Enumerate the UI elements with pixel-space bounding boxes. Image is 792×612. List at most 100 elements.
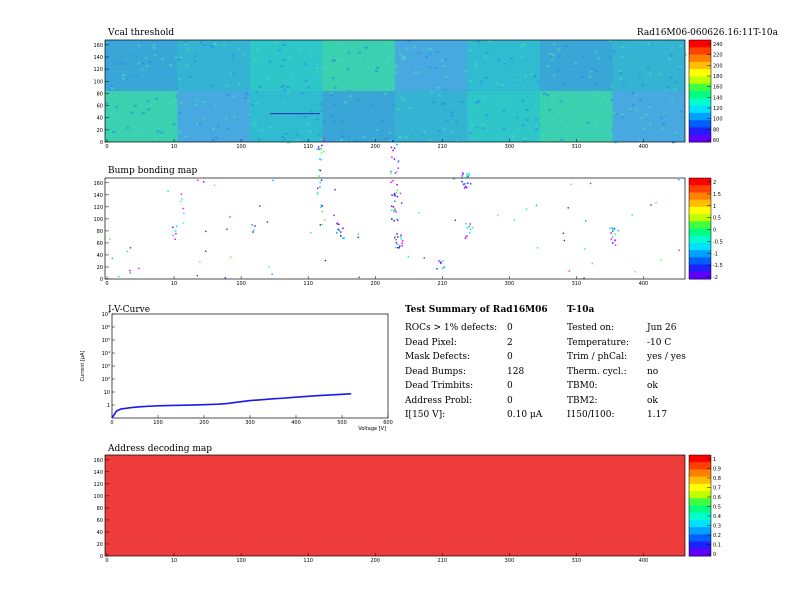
- roc-block: [540, 91, 613, 142]
- colorbar-band: [689, 483, 711, 492]
- noise-pixel: [209, 44, 213, 47]
- colorbar-band: [689, 548, 711, 557]
- summary-title-tag: T-10a: [567, 305, 595, 315]
- noise-pixel: [677, 68, 681, 71]
- colorbar-label: 1: [713, 457, 716, 463]
- bump-defect: [465, 235, 467, 238]
- noise-pixel: [662, 112, 666, 115]
- noise-pixel: [582, 98, 586, 101]
- noise-pixel: [432, 140, 436, 143]
- bump-defect: [567, 207, 569, 209]
- bump-defect: [395, 238, 397, 241]
- noise-pixel: [188, 76, 192, 79]
- summary-right-value-5: ok: [647, 395, 658, 406]
- noise-pixel: [145, 64, 149, 67]
- noise-pixel: [303, 116, 307, 119]
- bump-defect: [466, 175, 469, 177]
- noise-pixel: [179, 56, 183, 59]
- summary-right-label-4: TBM0:: [567, 381, 598, 391]
- noise-pixel: [323, 120, 327, 123]
- noise-pixel: [330, 115, 334, 118]
- y-tick-label: 120: [93, 205, 103, 211]
- bump-defect: [469, 228, 472, 231]
- noise-pixel: [155, 97, 159, 100]
- bump-defect: [318, 148, 320, 150]
- x-tick-label: 310: [572, 281, 582, 287]
- noise-pixel: [230, 53, 234, 56]
- colorbar-band: [689, 199, 711, 208]
- bump-defect: [271, 273, 273, 275]
- noise-pixel: [670, 46, 674, 49]
- noise-pixel: [450, 111, 454, 114]
- noise-pixel: [408, 106, 412, 109]
- noise-pixel: [141, 131, 145, 134]
- colorbar-band: [689, 462, 711, 470]
- x-tick-label: 200: [370, 144, 380, 150]
- noise-pixel: [559, 100, 563, 103]
- noise-pixel: [283, 89, 287, 92]
- summary-right-value-2: yes / yes: [647, 352, 686, 362]
- bump-defect: [338, 229, 340, 232]
- noise-pixel: [612, 50, 616, 53]
- map-fill: [105, 455, 685, 556]
- noise-pixel: [564, 45, 568, 48]
- noise-pixel: [673, 81, 677, 84]
- bump-defect: [471, 226, 474, 229]
- summary-left-value-5: 0: [507, 395, 513, 406]
- bump-defect: [678, 249, 680, 251]
- noise-pixel: [315, 118, 319, 121]
- colorbar-band: [689, 221, 711, 229]
- bump-defect: [496, 214, 499, 216]
- noise-pixel: [210, 84, 214, 87]
- noise-pixel: [483, 97, 487, 100]
- noise-pixel: [153, 54, 157, 57]
- bump-defect: [400, 234, 402, 237]
- noise-pixel: [484, 76, 488, 79]
- noise-pixel: [233, 116, 237, 119]
- noise-pixel: [399, 53, 403, 56]
- bump-defect: [392, 206, 395, 208]
- bump-defect: [536, 247, 539, 249]
- noise-pixel: [340, 42, 344, 45]
- noise-pixel: [340, 121, 344, 124]
- bump-defect: [468, 231, 471, 234]
- noise-pixel: [649, 43, 653, 46]
- bump-defect: [393, 158, 396, 160]
- noise-pixel: [245, 92, 249, 95]
- noise-pixel: [178, 112, 182, 115]
- y-tick-label: 60: [97, 104, 103, 110]
- summary-right-value-6: 1.17: [647, 410, 668, 420]
- noise-pixel: [631, 91, 635, 94]
- x-tick-label: 110: [303, 144, 313, 150]
- noise-pixel: [110, 87, 114, 90]
- x-tick-label: 200: [370, 281, 380, 287]
- noise-pixel: [412, 46, 416, 49]
- noise-pixel: [594, 82, 598, 85]
- y-tick-label: 0: [100, 277, 103, 283]
- x-tick-label: 400: [639, 558, 649, 564]
- noise-pixel: [621, 55, 625, 58]
- noise-pixel: [445, 119, 449, 122]
- noise-pixel: [442, 65, 446, 68]
- noise-pixel: [553, 93, 557, 96]
- bump-defect: [613, 228, 616, 230]
- bump-defect: [318, 175, 320, 177]
- noise-pixel: [126, 126, 130, 129]
- bump-defect: [396, 243, 399, 246]
- noise-pixel: [117, 115, 121, 118]
- noise-pixel: [451, 130, 455, 133]
- x-tick-label: 300: [505, 144, 515, 150]
- noise-pixel: [401, 55, 405, 58]
- noise-pixel: [428, 139, 432, 142]
- noise-pixel: [243, 96, 247, 99]
- bump-defect: [396, 143, 398, 146]
- iv-x-tick-label: 0: [110, 420, 113, 426]
- noise-pixel: [428, 66, 432, 69]
- noise-pixel: [105, 102, 109, 105]
- noise-pixel: [185, 64, 189, 67]
- noise-pixel: [580, 55, 584, 58]
- bump-defect: [317, 148, 319, 150]
- bump-defect: [401, 240, 404, 242]
- noise-pixel: [278, 49, 282, 52]
- x-tick-label: 10: [171, 144, 177, 150]
